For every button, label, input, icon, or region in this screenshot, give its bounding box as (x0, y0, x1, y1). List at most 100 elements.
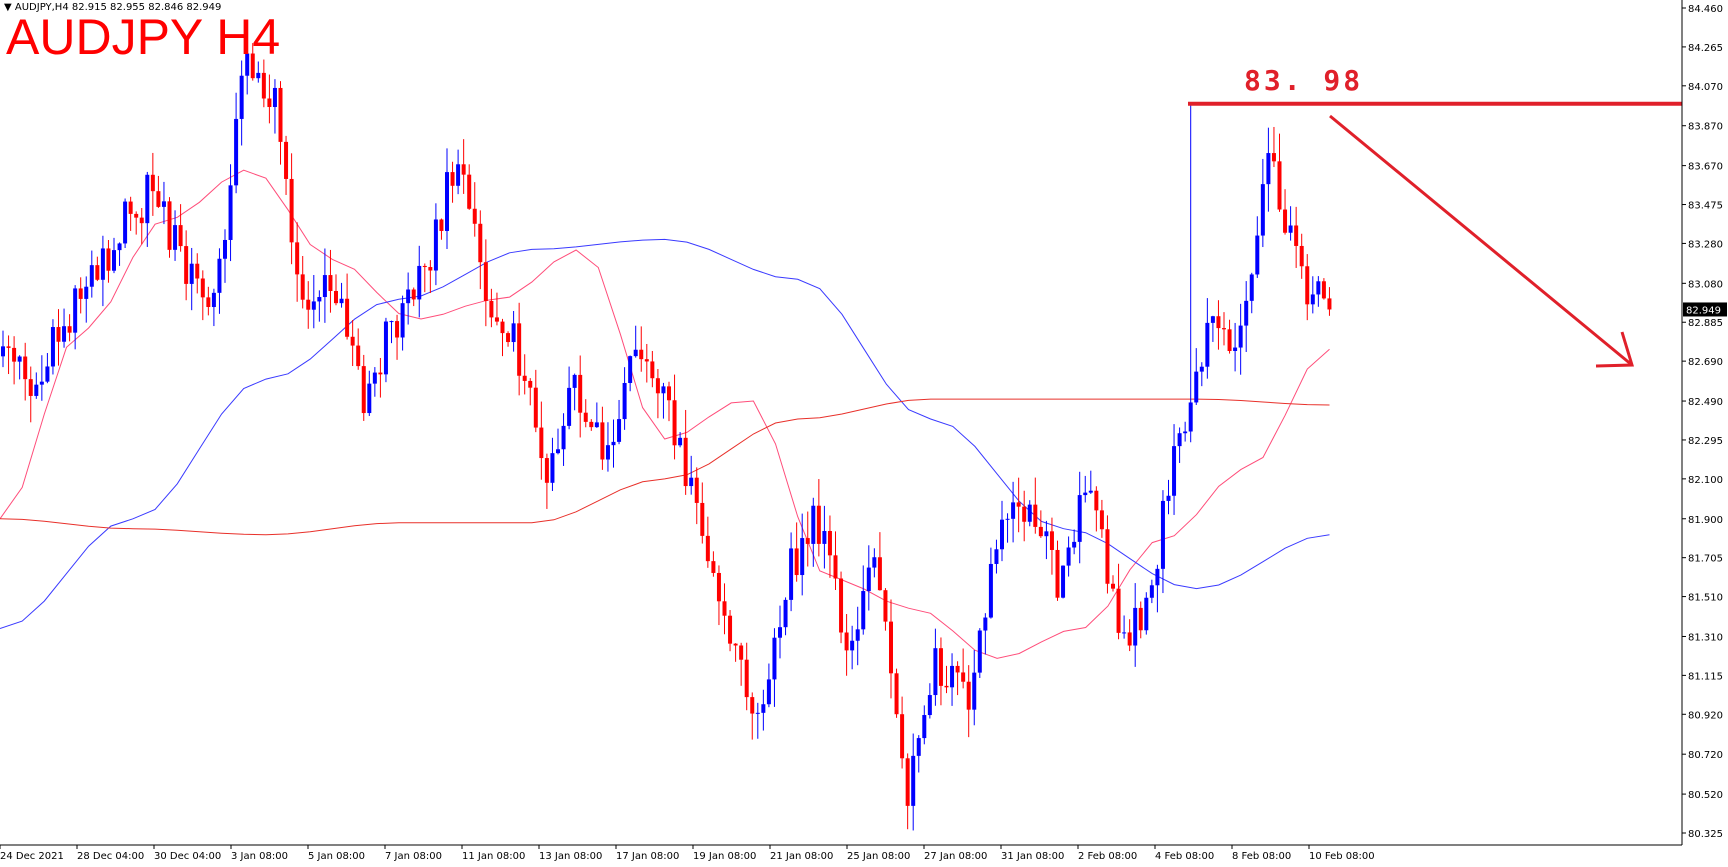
price-tick-label: 84.070 (1688, 82, 1723, 93)
candle-body (772, 637, 777, 680)
candle-body (56, 327, 61, 342)
candle-body (1133, 607, 1138, 646)
candle-body (750, 697, 755, 714)
candle-body (195, 263, 200, 279)
candle-body (112, 250, 116, 271)
candle-body (339, 298, 344, 304)
candle-body (211, 292, 216, 308)
candle-body (1000, 519, 1004, 550)
candle-body (1155, 568, 1160, 586)
candle-body (572, 374, 577, 388)
candle-body (78, 288, 83, 299)
candle-body (428, 267, 433, 271)
candle-body (1194, 371, 1199, 403)
candle-body (922, 715, 927, 739)
candle-body (816, 505, 821, 544)
price-tick-label: 82.295 (1688, 436, 1723, 447)
candle-body (1199, 366, 1204, 372)
candle-body (950, 665, 955, 688)
candle-body (600, 422, 605, 460)
candle-body (1210, 316, 1215, 323)
candle-body (417, 265, 422, 300)
candle-body (167, 201, 172, 250)
time-tick-label: 5 Jan 08:00 (308, 851, 365, 862)
candle-body (284, 141, 289, 179)
candle-body (1222, 328, 1226, 330)
candle-body (1216, 316, 1221, 329)
candle-body (522, 375, 527, 381)
candle-body (977, 630, 982, 673)
candle-body (1027, 504, 1032, 522)
candle-body (639, 349, 644, 360)
candle-body (245, 53, 250, 76)
time-tick-label: 13 Jan 08:00 (539, 851, 602, 862)
candle-body (439, 219, 444, 231)
candle-body (17, 356, 22, 362)
candle-body (261, 72, 266, 99)
price-tick-label: 83.870 (1688, 122, 1723, 133)
candle-body (655, 378, 660, 394)
candle-body (1144, 597, 1149, 631)
moving-average-line (0, 169, 1330, 659)
candle-body (517, 323, 522, 376)
price-tick-label: 84.460 (1688, 4, 1723, 15)
candle-body (827, 531, 832, 556)
candle-body (106, 248, 111, 271)
candle-body (622, 382, 627, 420)
price-tick-label: 80.520 (1688, 790, 1723, 801)
candle-body (672, 400, 677, 446)
chart-title-overlay: AUDJPY H4 (6, 9, 281, 65)
candle-body (489, 300, 494, 318)
candle-body (6, 346, 11, 348)
candle-body (628, 356, 633, 383)
candle-body (844, 632, 849, 651)
candle-body (539, 427, 544, 459)
last-price-tag (1683, 302, 1727, 317)
price-tick-label: 81.705 (1688, 554, 1723, 565)
candle-body (300, 274, 305, 300)
candle-body (1011, 502, 1016, 519)
candle-body (716, 572, 721, 602)
last-price-tag-label: 82.949 (1686, 305, 1721, 316)
candle-body (927, 695, 932, 716)
candle-body (1149, 585, 1154, 598)
candle-body (533, 387, 538, 428)
candle-body (1294, 225, 1299, 246)
candle-body (733, 643, 738, 646)
candle-body (966, 681, 971, 710)
candle-body (839, 578, 844, 633)
candle-body (372, 372, 377, 384)
candle-body (1321, 281, 1326, 299)
candle-body (378, 372, 383, 375)
candle-body (367, 383, 372, 414)
candle-body (117, 243, 122, 251)
candle-body (938, 648, 943, 686)
candle-body (689, 477, 694, 487)
candle-body (1044, 531, 1049, 537)
price-tick-label: 80.720 (1688, 750, 1723, 761)
down-arrow-shaft (1329, 114, 1633, 367)
price-tick-label: 81.115 (1688, 671, 1723, 682)
candle-body (334, 290, 338, 304)
price-tick-label: 83.475 (1688, 201, 1723, 212)
candle-body (328, 275, 333, 291)
candle-body (361, 366, 366, 414)
candle-body (789, 548, 794, 600)
candle-body (250, 53, 255, 79)
annotations (1188, 101, 1682, 368)
candle-body (62, 326, 67, 342)
candle-body (1066, 547, 1071, 566)
candle-body (128, 201, 133, 214)
candle-body (1288, 225, 1293, 233)
candle-body (850, 640, 855, 651)
candle-body (1327, 298, 1332, 310)
candle-body (50, 327, 55, 367)
candle-body (1122, 632, 1127, 634)
candle-body (783, 599, 788, 628)
dropdown-triangle-icon[interactable]: ▼ (4, 2, 12, 13)
time-tick-label: 24 Dec 2021 (0, 851, 64, 862)
price-tick-label: 81.310 (1688, 632, 1723, 643)
candle-body (1033, 504, 1038, 527)
candle-body (411, 289, 416, 300)
candle-body (650, 361, 655, 379)
